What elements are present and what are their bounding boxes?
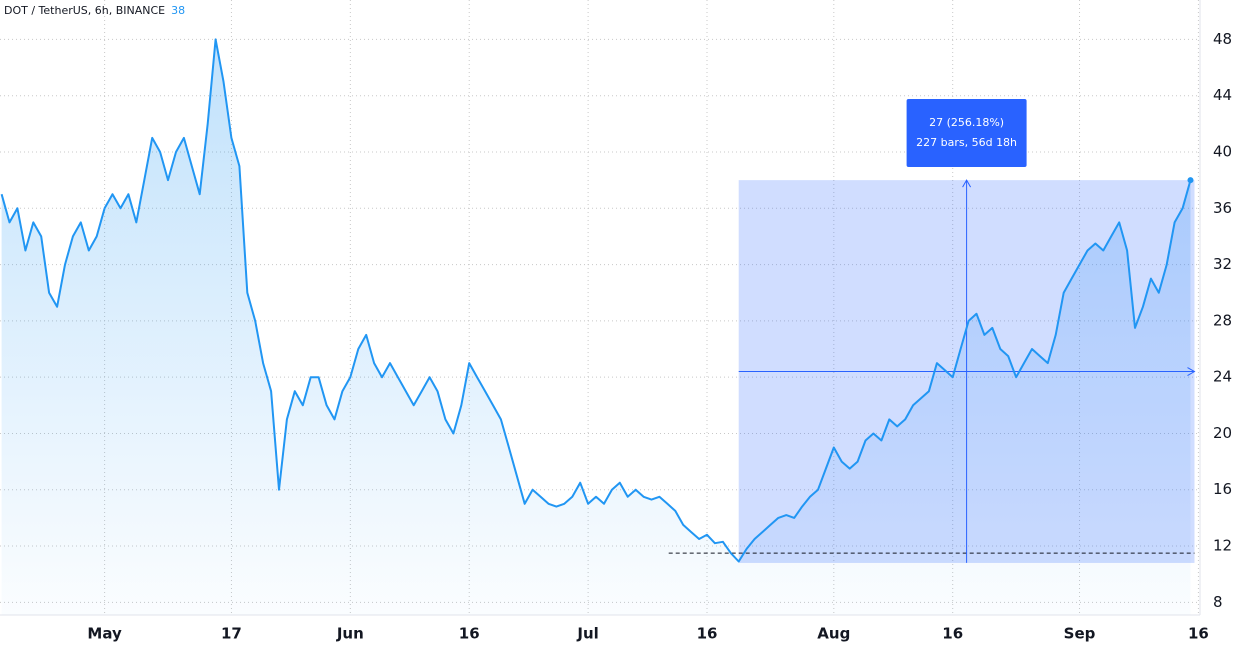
last-value: 38	[171, 4, 185, 17]
measure-label-box	[906, 99, 1027, 167]
y-tick-label: 20	[1213, 424, 1232, 442]
x-tick-label: 16	[459, 625, 480, 643]
x-tick-label: 16	[697, 625, 718, 643]
y-tick-label: 48	[1213, 30, 1232, 48]
x-tick-label: Jun	[336, 625, 364, 643]
y-tick-label: 16	[1213, 480, 1232, 498]
x-tick-label: 17	[221, 625, 242, 643]
chart-title: DOT / TetherUS, 6h, BINANCE	[4, 4, 165, 17]
last-point	[1187, 177, 1194, 184]
area-fill	[1, 39, 1191, 615]
measure-sublabel: 227 bars, 56d 18h	[916, 136, 1017, 149]
measure-label: 27 (256.18%)	[929, 116, 1004, 129]
y-tick-label: 8	[1213, 593, 1223, 611]
x-tick-label: 16	[1188, 625, 1209, 643]
x-tick-label: Aug	[817, 625, 850, 643]
y-tick-label: 28	[1213, 311, 1232, 329]
y-tick-label: 32	[1213, 255, 1232, 273]
y-tick-label: 24	[1213, 368, 1232, 386]
price-line	[0, 38, 1192, 563]
x-tick-label: Jul	[576, 625, 598, 643]
y-tick-label: 36	[1213, 199, 1232, 217]
measure-arrow	[1187, 367, 1196, 376]
y-tick-label: 44	[1213, 86, 1232, 104]
x-tick-label: May	[87, 625, 122, 643]
y-tick-label: 40	[1213, 142, 1232, 160]
y-tick-label: 12	[1213, 537, 1232, 555]
x-tick-label: 16	[942, 625, 963, 643]
x-tick-label: Sep	[1064, 625, 1096, 643]
measure-arrow	[962, 179, 972, 188]
